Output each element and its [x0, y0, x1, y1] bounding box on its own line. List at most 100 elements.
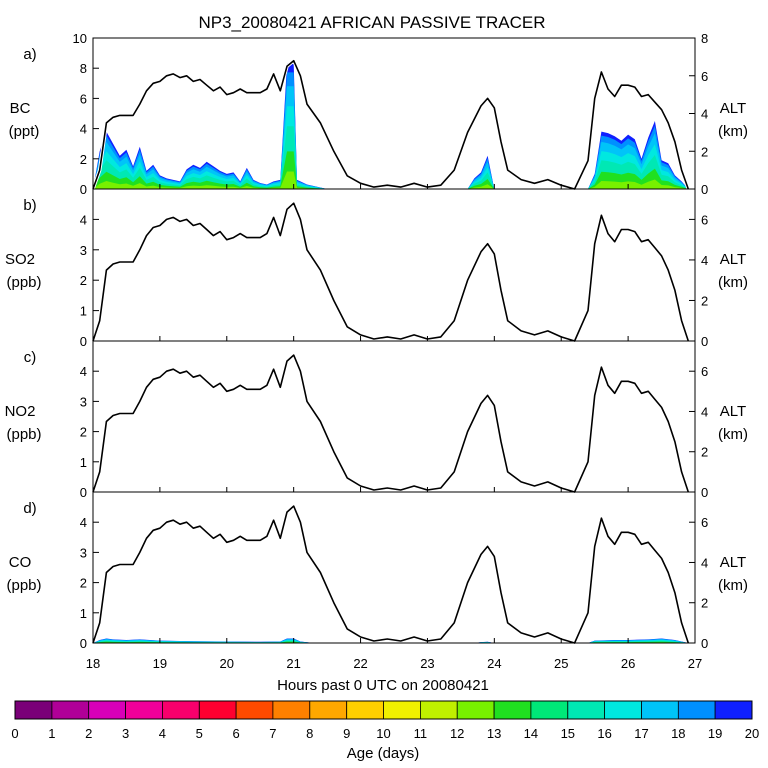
panel-id-label: a) — [23, 46, 36, 63]
alt-tick-label: 2 — [701, 144, 708, 159]
species-label: SO2 — [5, 251, 35, 268]
colorbar-swatch — [346, 700, 385, 720]
altitude-line — [92, 59, 690, 190]
panels-group: 024681002468a)BC(ppt)ALT(km)012340246b)S… — [5, 31, 748, 651]
alt-tick-label: 2 — [701, 596, 708, 611]
y-tick-label: 3 — [80, 394, 87, 409]
colorbar-swatch — [641, 700, 679, 720]
species-unit-label: (ppt) — [9, 123, 40, 140]
x-axis: 18 19 20 21 22 23 24 25 26 27 — [86, 656, 702, 671]
x-tick-label: 21 — [286, 656, 300, 671]
y-tick-label: 8 — [80, 61, 87, 76]
colorbar-swatch — [383, 700, 421, 720]
species-unit-label: (ppb) — [6, 426, 41, 443]
colorbar-tick-label: 12 — [450, 726, 464, 741]
alt-axis-unit: (km) — [718, 123, 748, 140]
x-tick-label: 24 — [487, 656, 501, 671]
y-tick-label: 4 — [80, 122, 87, 137]
colorbar-swatch — [198, 700, 237, 720]
alt-tick-label: 6 — [701, 212, 708, 227]
panel-frame — [92, 188, 696, 342]
colorbar-tick-label: 15 — [561, 726, 575, 741]
colorbar-tick-label: 19 — [708, 726, 722, 741]
alt-axis-label: ALT — [720, 554, 746, 571]
panel-frame — [92, 491, 696, 644]
y-tick-label: 1 — [80, 455, 87, 470]
alt-tick-label: 0 — [701, 485, 708, 500]
colorbar-tick-label: 0 — [11, 726, 18, 741]
colorbar-tick-label: 10 — [376, 726, 390, 741]
y-tick-label: 1 — [80, 606, 87, 621]
colorbar-tick-label: 14 — [524, 726, 538, 741]
y-tick-label: 2 — [80, 576, 87, 591]
colorbar-tick-label: 8 — [306, 726, 313, 741]
chart-title: NP3_20080421 AFRICAN PASSIVE TRACER — [198, 13, 545, 32]
alt-tick-label: 2 — [701, 293, 708, 308]
panel-bc: 0 2 4 6 8 10 0 2 4 6 8 a) BC (ppt) ALT (km) — [9, 31, 748, 197]
alt-tick-label: 2 — [701, 445, 708, 460]
y-tick-label: 3 — [80, 545, 87, 560]
colorbar-tick-label: 1 — [48, 726, 55, 741]
alt-axis-unit: (km) — [718, 577, 748, 594]
colorbar-swatch — [235, 700, 274, 720]
panel-no2: 0 1 2 3 4 0 2 4 6 c) NO2 (ppb) ALT (km) — [5, 340, 748, 500]
x-tick-label: 26 — [621, 656, 635, 671]
species-label: CO — [9, 554, 32, 571]
y-tick-label: 2 — [80, 273, 87, 288]
colorbar-swatch — [456, 700, 495, 720]
alt-axis-label: ALT — [720, 251, 746, 268]
colorbar-label: Age (days) — [347, 745, 420, 762]
alt-tick-label: 4 — [701, 555, 708, 570]
x-tick-label: 20 — [220, 656, 234, 671]
x-tick-label: 19 — [153, 656, 167, 671]
colorbar-swatch — [51, 700, 90, 720]
colorbar-swatch — [161, 700, 200, 720]
x-tick-label: 23 — [420, 656, 434, 671]
x-tick-label: 18 — [86, 656, 100, 671]
colorbar-swatch — [567, 700, 606, 720]
alt-tick-label: 6 — [701, 364, 708, 379]
y-tick-label: 0 — [80, 182, 87, 197]
species-unit-label: (ppb) — [6, 274, 41, 291]
altitude-line — [92, 354, 690, 493]
species-unit-label: (ppb) — [6, 577, 41, 594]
colorbar-tick-label: 20 — [745, 726, 759, 741]
colorbar-swatch — [419, 700, 458, 720]
colorbar-swatch — [125, 700, 163, 720]
x-tick-label: 22 — [353, 656, 367, 671]
alt-axis-unit: (km) — [718, 426, 748, 443]
colorbar-tick-label: 5 — [196, 726, 203, 741]
panel-id-label: b) — [23, 197, 36, 214]
alt-tick-label: 6 — [701, 515, 708, 530]
colorbar-tick-label: 3 — [122, 726, 129, 741]
alt-tick-label: 6 — [701, 69, 708, 84]
colorbar-tick-label: 17 — [634, 726, 648, 741]
colorbar-swatch — [272, 700, 311, 720]
x-axis-label: Hours past 0 UTC on 20080421 — [277, 677, 489, 694]
tracer-age-layer-6 — [93, 171, 689, 189]
colorbar-swatch — [530, 700, 569, 720]
panel-so2: 0 1 2 3 4 0 2 4 6 b) SO2 (ppb) ALT (km) — [5, 188, 748, 349]
alt-axis-label: ALT — [720, 100, 746, 117]
y-tick-label: 4 — [80, 364, 87, 379]
y-tick-label: 0 — [80, 636, 87, 651]
y-tick-label: 10 — [73, 31, 87, 46]
colorbar-tick-label: 13 — [487, 726, 501, 741]
colorbar-tick-label: 18 — [671, 726, 685, 741]
alt-tick-label: 4 — [701, 253, 708, 268]
colorbar-tick-label: 9 — [343, 726, 350, 741]
y-tick-label: 6 — [80, 91, 87, 106]
alt-axis-unit: (km) — [718, 274, 748, 291]
colorbar-swatch — [14, 700, 53, 720]
alt-tick-label: 4 — [701, 404, 708, 419]
y-tick-label: 4 — [80, 515, 87, 530]
panel-id-label: d) — [23, 500, 36, 517]
tracer-age-layer-2 — [93, 639, 689, 643]
alt-tick-label: 0 — [701, 636, 708, 651]
colorbar-frame — [14, 700, 753, 720]
y-tick-label: 2 — [80, 152, 87, 167]
colorbar-tick-label: 2 — [85, 726, 92, 741]
alt-tick-label: 4 — [701, 107, 708, 122]
altitude-line — [92, 202, 690, 342]
